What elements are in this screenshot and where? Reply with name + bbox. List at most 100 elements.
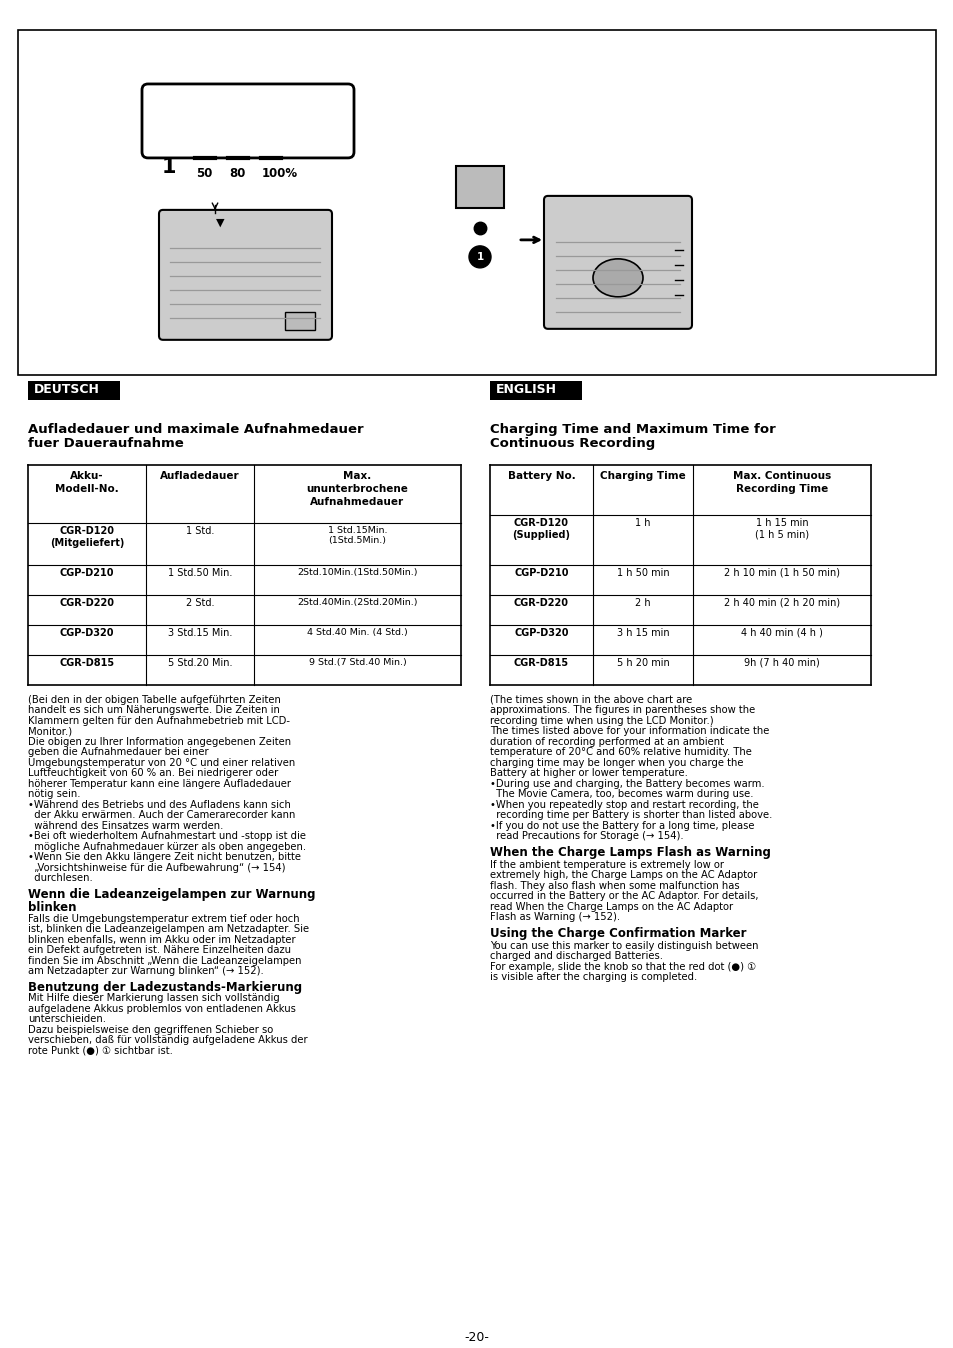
FancyBboxPatch shape xyxy=(159,210,332,340)
Text: •Bei oft wiederholtem Aufnahmestart und -stopp ist die: •Bei oft wiederholtem Aufnahmestart und … xyxy=(28,832,306,841)
Text: flash. They also flash when some malfunction has: flash. They also flash when some malfunc… xyxy=(490,880,739,891)
Text: duration of recording performed at an ambient: duration of recording performed at an am… xyxy=(490,736,723,747)
Text: •Während des Betriebs und des Aufladens kann sich: •Während des Betriebs und des Aufladens … xyxy=(28,799,291,810)
Text: höherer Temperatur kann eine längere Aufladedauer: höherer Temperatur kann eine längere Auf… xyxy=(28,779,291,789)
Text: Mit Hilfe dieser Markierung lassen sich vollständig: Mit Hilfe dieser Markierung lassen sich … xyxy=(28,993,279,1003)
Text: Max. Continuous
Recording Time: Max. Continuous Recording Time xyxy=(732,470,830,493)
Text: temperature of 20°C and 60% relative humidity. The: temperature of 20°C and 60% relative hum… xyxy=(490,747,751,758)
Circle shape xyxy=(469,245,491,268)
Text: (Bei den in der obigen Tabelle aufgeführten Zeiten: (Bei den in der obigen Tabelle aufgeführ… xyxy=(28,694,280,705)
Text: CGR-D220: CGR-D220 xyxy=(514,597,568,608)
Text: ▼: ▼ xyxy=(215,218,224,228)
Text: 1 h 15 min
(1 h 5 min): 1 h 15 min (1 h 5 min) xyxy=(754,518,808,539)
Text: -20-: -20- xyxy=(464,1332,489,1344)
Text: Charging Time: Charging Time xyxy=(599,470,685,481)
Text: 1: 1 xyxy=(162,156,176,177)
Text: Umgebungstemperatur von 20 °C und einer relativen: Umgebungstemperatur von 20 °C und einer … xyxy=(28,758,294,767)
Text: (The times shown in the above chart are: (The times shown in the above chart are xyxy=(490,694,692,705)
FancyBboxPatch shape xyxy=(142,84,354,158)
Text: is visible after the charging is completed.: is visible after the charging is complet… xyxy=(490,972,697,981)
Text: blinken: blinken xyxy=(28,900,76,914)
Bar xyxy=(456,166,503,208)
Text: ein Defekt aufgetreten ist. Nähere Einzelheiten dazu: ein Defekt aufgetreten ist. Nähere Einze… xyxy=(28,945,291,954)
Text: 4 Std.40 Min. (4 Std.): 4 Std.40 Min. (4 Std.) xyxy=(307,628,408,636)
Ellipse shape xyxy=(593,259,642,297)
Text: am Netzadapter zur Warnung blinken“ (→ 152).: am Netzadapter zur Warnung blinken“ (→ 1… xyxy=(28,967,263,976)
Text: You can use this marker to easily distinguish between: You can use this marker to easily distin… xyxy=(490,941,758,950)
Text: charged and discharged Batteries.: charged and discharged Batteries. xyxy=(490,952,662,961)
Bar xyxy=(490,380,581,400)
Text: CGR-D120
(Mitgeliefert): CGR-D120 (Mitgeliefert) xyxy=(50,526,124,547)
Text: während des Einsatzes warm werden.: während des Einsatzes warm werden. xyxy=(28,821,223,830)
Text: Battery at higher or lower temperature.: Battery at higher or lower temperature. xyxy=(490,768,687,778)
Text: unterschieiden.: unterschieiden. xyxy=(28,1015,106,1024)
Bar xyxy=(285,311,314,330)
Text: 50: 50 xyxy=(195,167,213,179)
Text: Akku-
Modell-No.: Akku- Modell-No. xyxy=(55,470,119,493)
Text: The Movie Camera, too, becomes warm during use.: The Movie Camera, too, becomes warm duri… xyxy=(490,789,753,799)
Text: aufgeladene Akkus problemlos von entladenen Akkus: aufgeladene Akkus problemlos von entlade… xyxy=(28,1004,295,1014)
Text: For example, slide the knob so that the red dot (●) ①: For example, slide the knob so that the … xyxy=(490,961,756,972)
Text: extremely high, the Charge Lamps on the AC Adaptor: extremely high, the Charge Lamps on the … xyxy=(490,869,757,880)
Text: 3 h 15 min: 3 h 15 min xyxy=(616,628,669,638)
Text: „Vorsichtshinweise für die Aufbewahrung“ (→ 154): „Vorsichtshinweise für die Aufbewahrung“… xyxy=(28,863,285,872)
Text: 1 Std.15Min.
(1Std.5Min.): 1 Std.15Min. (1Std.5Min.) xyxy=(328,526,387,546)
Bar xyxy=(28,380,120,400)
Text: finden Sie im Abschnitt „Wenn die Ladeanzeigelampen: finden Sie im Abschnitt „Wenn die Ladean… xyxy=(28,956,301,965)
Text: der Akku erwärmen. Auch der Camerarecorder kann: der Akku erwärmen. Auch der Camerarecord… xyxy=(28,810,295,820)
Text: verschieben, daß für vollständig aufgeladene Akkus der: verschieben, daß für vollständig aufgela… xyxy=(28,1035,307,1046)
Text: Dazu beispielsweise den gegriffenen Schieber so: Dazu beispielsweise den gegriffenen Schi… xyxy=(28,1024,273,1035)
Text: 3 Std.15 Min.: 3 Std.15 Min. xyxy=(168,628,232,638)
Text: 9h (7 h 40 min): 9h (7 h 40 min) xyxy=(743,658,819,667)
Text: rote Punkt (●) ① sichtbar ist.: rote Punkt (●) ① sichtbar ist. xyxy=(28,1046,172,1055)
Text: recording time per Battery is shorter than listed above.: recording time per Battery is shorter th… xyxy=(490,810,772,820)
Text: 2Std.40Min.(2Std.20Min.): 2Std.40Min.(2Std.20Min.) xyxy=(297,597,417,607)
Text: recording time when using the LCD Monitor.): recording time when using the LCD Monito… xyxy=(490,716,713,725)
Text: 1 h 50 min: 1 h 50 min xyxy=(616,568,669,578)
Text: read When the Charge Lamps on the AC Adaptor: read When the Charge Lamps on the AC Ada… xyxy=(490,902,732,911)
Text: When the Charge Lamps Flash as Warning: When the Charge Lamps Flash as Warning xyxy=(490,845,770,859)
Text: Max.
ununterbrochene
Aufnahmedauer: Max. ununterbrochene Aufnahmedauer xyxy=(306,470,408,507)
Text: Benutzung der Ladezustands-Markierung: Benutzung der Ladezustands-Markierung xyxy=(28,980,302,993)
Text: Die obigen zu Ihrer Information angegebenen Zeiten: Die obigen zu Ihrer Information angegebe… xyxy=(28,736,291,747)
Text: 100%: 100% xyxy=(262,167,297,179)
Text: 1 h: 1 h xyxy=(635,518,650,527)
Text: •If you do not use the Battery for a long time, please: •If you do not use the Battery for a lon… xyxy=(490,821,754,830)
Text: CGP-D210: CGP-D210 xyxy=(60,568,114,578)
Text: CGP-D210: CGP-D210 xyxy=(514,568,568,578)
Text: Luftfeuchtigkeit von 60 % an. Bei niedrigerer oder: Luftfeuchtigkeit von 60 % an. Bei niedri… xyxy=(28,768,278,778)
Text: CGR-D220: CGR-D220 xyxy=(59,597,114,608)
Text: Aufladedauer: Aufladedauer xyxy=(160,470,239,481)
Text: nötig sein.: nötig sein. xyxy=(28,789,80,799)
Text: Flash as Warning (→ 152).: Flash as Warning (→ 152). xyxy=(490,913,619,922)
Text: blinken ebenfalls, wenn im Akku oder im Netzadapter: blinken ebenfalls, wenn im Akku oder im … xyxy=(28,934,295,945)
Text: 2 h 40 min (2 h 20 min): 2 h 40 min (2 h 20 min) xyxy=(723,597,840,608)
Text: CGR-D120
(Supplied): CGR-D120 (Supplied) xyxy=(512,518,570,539)
Text: geben die Aufnahmedauer bei einer: geben die Aufnahmedauer bei einer xyxy=(28,747,209,758)
Text: handelt es sich um Näherungswerte. Die Zeiten in: handelt es sich um Näherungswerte. Die Z… xyxy=(28,705,279,716)
Text: charging time may be longer when you charge the: charging time may be longer when you cha… xyxy=(490,758,742,767)
Text: 80: 80 xyxy=(229,167,245,179)
Text: 2 Std.: 2 Std. xyxy=(186,597,214,608)
Text: 2 h 10 min (1 h 50 min): 2 h 10 min (1 h 50 min) xyxy=(723,568,840,578)
Text: Wenn die Ladeanzeigelampen zur Warnung: Wenn die Ladeanzeigelampen zur Warnung xyxy=(28,887,315,900)
Text: 2 h: 2 h xyxy=(635,597,650,608)
Text: durchlesen.: durchlesen. xyxy=(28,874,92,883)
Text: •Wenn Sie den Akku längere Zeit nicht benutzen, bitte: •Wenn Sie den Akku längere Zeit nicht be… xyxy=(28,852,301,863)
Text: occurred in the Battery or the AC Adaptor. For details,: occurred in the Battery or the AC Adapto… xyxy=(490,891,758,900)
Bar xyxy=(18,30,935,375)
Text: Charging Time and Maximum Time for: Charging Time and Maximum Time for xyxy=(490,423,775,435)
Text: ist, blinken die Ladeanzeigelampen am Netzadapter. Sie: ist, blinken die Ladeanzeigelampen am Ne… xyxy=(28,923,309,934)
Text: ENGLISH: ENGLISH xyxy=(496,383,557,396)
Text: 1: 1 xyxy=(476,252,483,262)
Text: Continuous Recording: Continuous Recording xyxy=(490,437,655,450)
Text: approximations. The figures in parentheses show the: approximations. The figures in parenthes… xyxy=(490,705,755,716)
Text: read Precautions for Storage (→ 154).: read Precautions for Storage (→ 154). xyxy=(490,832,683,841)
Text: Falls die Umgebungstemperatur extrem tief oder hoch: Falls die Umgebungstemperatur extrem tie… xyxy=(28,914,299,923)
Text: 5 Std.20 Min.: 5 Std.20 Min. xyxy=(168,658,232,667)
Text: 1 Std.50 Min.: 1 Std.50 Min. xyxy=(168,568,232,578)
Text: fuer Daueraufnahme: fuer Daueraufnahme xyxy=(28,437,184,450)
Text: mögliche Aufnahmedauer kürzer als oben angegeben.: mögliche Aufnahmedauer kürzer als oben a… xyxy=(28,841,306,852)
Text: If the ambient temperature is extremely low or: If the ambient temperature is extremely … xyxy=(490,860,723,869)
Text: The times listed above for your information indicate the: The times listed above for your informat… xyxy=(490,727,768,736)
